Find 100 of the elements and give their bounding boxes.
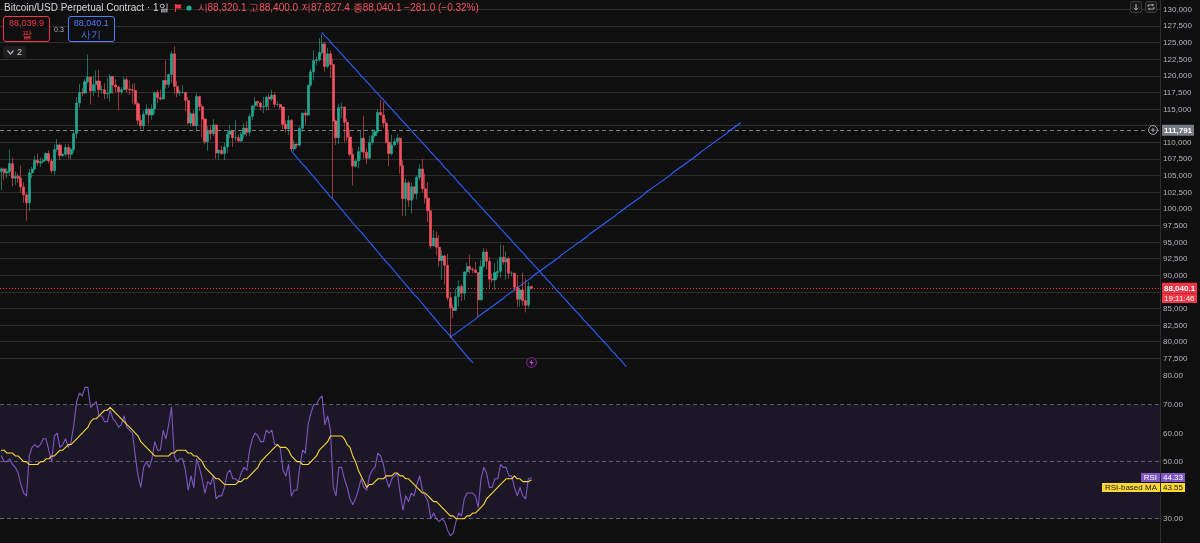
y-tick-label: 30.00 — [1163, 514, 1184, 524]
candlestick — [407, 180, 410, 208]
candlestick — [237, 134, 240, 143]
candlestick — [404, 178, 407, 217]
y-tick-label: 115,000 — [1163, 104, 1192, 114]
candlestick — [231, 130, 234, 148]
annotation: 88,040.1 — [73, 18, 109, 29]
candlestick — [0, 167, 3, 191]
candlestick — [181, 84, 184, 95]
candlestick — [281, 106, 285, 130]
candlestick — [438, 235, 441, 267]
candlestick — [390, 134, 393, 156]
ref-line-label: 88,040.1 — [1164, 283, 1196, 293]
legend-label: RSI-based MA — [1101, 483, 1160, 493]
y-tick-label: 127,500 — [1163, 21, 1193, 31]
candlestick — [36, 153, 39, 166]
candlestick — [343, 106, 346, 143]
candlestick — [81, 87, 84, 97]
y-tick-label: 125,000 — [1163, 38, 1193, 48]
candlestick — [410, 181, 413, 214]
candlestick — [510, 270, 513, 277]
candlestick — [53, 143, 56, 176]
candlestick — [245, 120, 248, 137]
candlestick — [262, 96, 265, 114]
line-series — [0, 406, 532, 520]
y-tick-label: 120,000 — [1163, 71, 1193, 81]
line-series — [0, 386, 532, 537]
candlestick — [290, 118, 293, 152]
candlestick — [457, 280, 460, 307]
annotation: 88,039.9 — [9, 18, 45, 29]
candlestick — [3, 167, 6, 181]
candlestick — [206, 126, 209, 152]
candlestick — [209, 124, 212, 140]
annotation: 시88,320.1 고88,400.0 저87,827.4 종88,040.1 −281.0 (−0.32%) — [197, 2, 479, 14]
candlestick — [28, 168, 31, 212]
candlestick — [170, 50, 173, 84]
candlestick — [516, 274, 519, 308]
y-tick-label: 95,000 — [1163, 237, 1189, 247]
chart-title: Bitcoin/USD Perpetual Contract · 1일 — [4, 2, 169, 14]
y-tick-label: 102,500 — [1163, 187, 1193, 197]
candlestick — [304, 110, 307, 126]
candlestick — [14, 171, 17, 186]
candlestick — [432, 229, 435, 247]
candlestick — [499, 244, 502, 279]
text: 43.55 — [1161, 483, 1186, 493]
candlestick — [106, 77, 109, 99]
candlestick — [242, 122, 246, 139]
y-tick-label: 105,000 — [1163, 171, 1193, 181]
candlestick — [460, 284, 463, 302]
legend-label: RSI — [1140, 473, 1160, 483]
candlestick — [337, 103, 340, 145]
y-tick-label: 85,000 — [1163, 304, 1189, 313]
y-tick-label: 92,500 — [1163, 254, 1189, 264]
candlestick — [103, 82, 106, 100]
annotation: 2 — [17, 47, 23, 57]
candlestick — [502, 245, 505, 265]
y-tick-label: 60.00 — [1163, 428, 1184, 438]
candlestick — [159, 89, 162, 101]
candlestick — [293, 139, 296, 152]
text: 19:11:46 — [1162, 294, 1197, 304]
candlestick — [187, 96, 190, 125]
candlestick — [530, 285, 533, 290]
y-tick-label: 130,000 — [1163, 4, 1193, 14]
candlestick — [440, 249, 444, 281]
y-tick-label: 82,500 — [1163, 320, 1189, 330]
annotation: 사기 — [80, 29, 103, 40]
candlestick — [39, 157, 42, 168]
y-tick-label: 80,000 — [1163, 337, 1189, 347]
candlestick — [97, 69, 101, 98]
candlestick — [95, 70, 98, 93]
candlestick — [493, 262, 497, 291]
y-tick-label: 77,500 — [1163, 353, 1189, 363]
candlestick — [518, 288, 522, 307]
y-tick-label: 122,500 — [1163, 54, 1193, 64]
candlestick — [148, 108, 151, 125]
candlestick — [220, 145, 223, 156]
candlestick — [44, 151, 48, 162]
candlestick — [396, 134, 399, 146]
candlestick — [217, 149, 220, 160]
candlestick — [11, 157, 14, 187]
candlestick — [131, 83, 134, 105]
y-tick-label: 117,500 — [1163, 87, 1192, 97]
candlestick — [173, 46, 176, 95]
y-tick-label: 80.00 — [1163, 371, 1184, 381]
candlestick — [89, 76, 92, 105]
candlestick — [8, 149, 11, 176]
y-tick-label: 110,000 — [1163, 137, 1192, 147]
candlestick — [234, 119, 237, 142]
candlestick — [287, 115, 290, 136]
y-tick-label: 100,000 — [1163, 204, 1193, 214]
y-tick-label: 97,500 — [1163, 220, 1189, 230]
candlestick — [192, 110, 195, 127]
annotation: 팔 — [20, 29, 33, 40]
candlestick — [67, 143, 70, 160]
candlestick — [195, 92, 198, 132]
candlestick — [58, 143, 62, 161]
candlestick — [376, 108, 379, 134]
y-tick-label: 107,500 — [1163, 154, 1193, 164]
y-tick-label: 90,000 — [1163, 270, 1189, 280]
ref-line-label: 111,791 — [1164, 125, 1193, 135]
